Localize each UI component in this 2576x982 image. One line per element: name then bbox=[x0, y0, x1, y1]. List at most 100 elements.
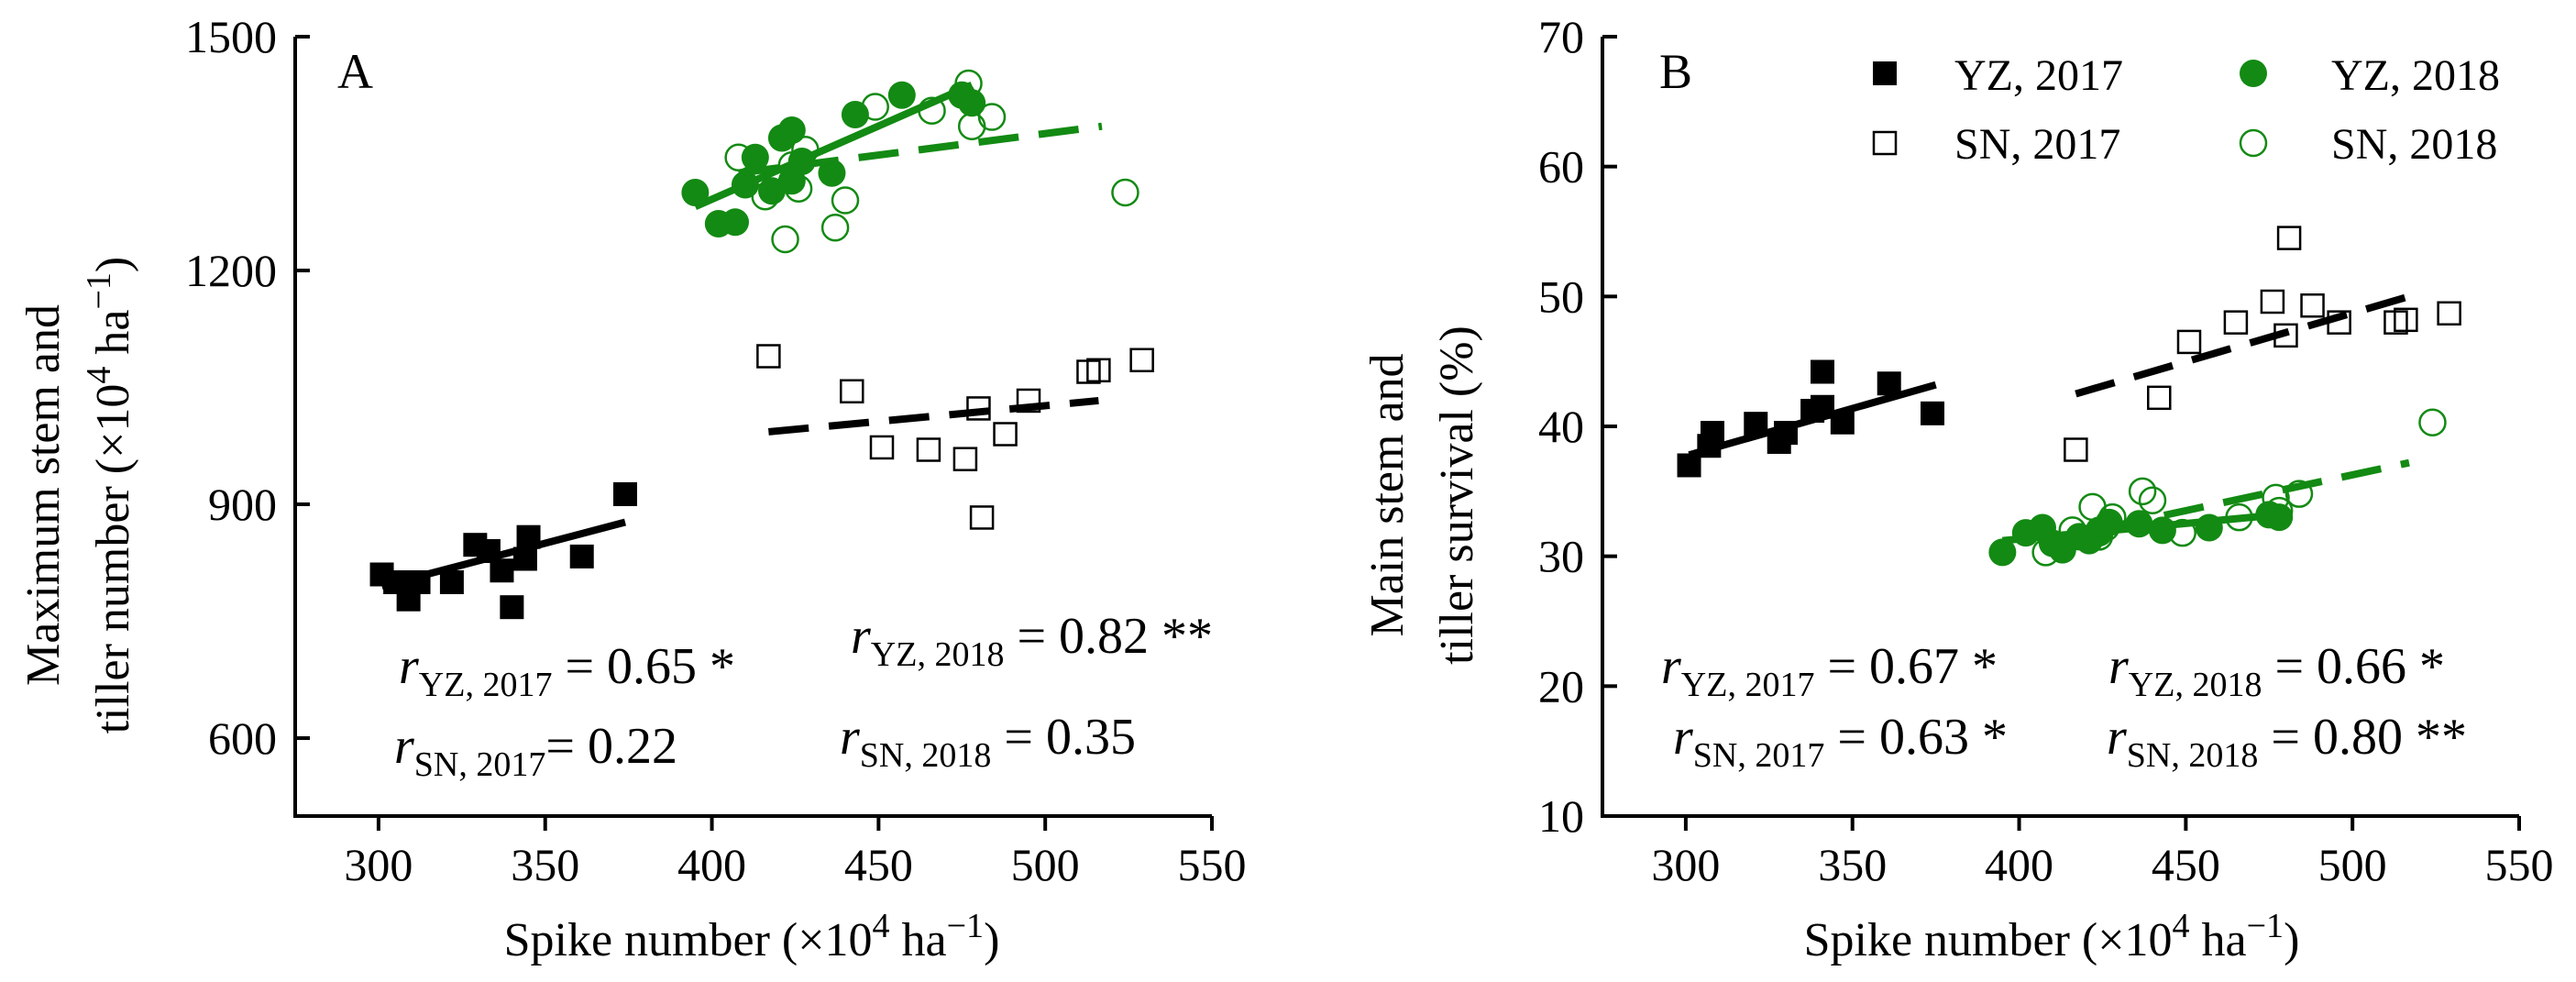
panel-a-label: A bbox=[337, 44, 373, 99]
panel-a-point-sn-2018 bbox=[820, 214, 850, 242]
panel-b-point-sn-2017 bbox=[2147, 385, 2172, 411]
panel-a-point-sn-2018 bbox=[861, 93, 889, 121]
panel-a-stat-sn2017: rSN, 2017= 0.22 bbox=[394, 718, 677, 784]
panel-a-ylabel-line1: Maximum stem and bbox=[17, 304, 70, 686]
panel-b-point-sn-2017 bbox=[2394, 307, 2418, 333]
panel-b-point-yz-2018 bbox=[1988, 538, 2017, 567]
panel-a-stat-yz2017: rYZ, 2017 = 0.65 * bbox=[399, 638, 735, 704]
panel-b-point-sn-2018 bbox=[2098, 502, 2127, 532]
legend-marker-yz-2018 bbox=[2240, 60, 2267, 87]
legend-marker-yz-2017 bbox=[1873, 61, 1897, 85]
panel-b-point-yz-2017 bbox=[1830, 410, 1855, 435]
panel-b-y-tick-label: 40 bbox=[1538, 401, 1584, 452]
panel-b-point-sn-2017 bbox=[2273, 323, 2298, 348]
legend-marker-sn-2017 bbox=[1872, 130, 1898, 156]
panel-b-point-sn-2018 bbox=[2138, 486, 2167, 514]
panel-a-point-sn-2017 bbox=[756, 344, 781, 369]
panel-a-point-sn-2018 bbox=[977, 103, 1007, 131]
panel-b-stat-yz2018: rYZ, 2018 = 0.66 * bbox=[2108, 638, 2445, 704]
panel-a-point-sn-2018 bbox=[1111, 178, 1139, 207]
panel-b-point-sn-2018 bbox=[2418, 408, 2447, 436]
panel-b-point-sn-2017 bbox=[2327, 310, 2351, 335]
panel-b-x-tick-label: 500 bbox=[2318, 839, 2387, 890]
panel-b-ylabel-line1: Main stem and bbox=[1361, 353, 1414, 636]
legend-label-yz-2018: YZ, 2018 bbox=[2331, 51, 2500, 100]
panel-b-point-yz-2017 bbox=[1811, 394, 1834, 419]
panel-a-point-sn-2017 bbox=[1016, 388, 1041, 414]
panel-a-point-yz-2017 bbox=[512, 546, 537, 571]
panel-b-stat-yz2017: rYZ, 2017 = 0.67 * bbox=[1661, 638, 1998, 704]
panel-b: 10 20 30 40 50 60 70 300 350 400 450 500 550 B YZ, 2… bbox=[1361, 11, 2554, 966]
panel-a-point-yz-2018 bbox=[721, 208, 749, 237]
panel-a-point-yz-2018 bbox=[818, 159, 846, 187]
panel-a-y-tick-label: 1500 bbox=[185, 11, 277, 62]
panel-b-y-tick-label: 70 bbox=[1538, 11, 1584, 62]
panel-a-point-sn-2018 bbox=[751, 182, 779, 211]
panel-b-y-tick-label: 60 bbox=[1538, 141, 1584, 193]
panel-b-point-sn-2017 bbox=[2260, 289, 2285, 314]
panel-a-point-sn-2017 bbox=[869, 435, 895, 460]
panel-a-y-tick-label: 900 bbox=[208, 479, 277, 530]
panel-a-x-tick-label: 450 bbox=[844, 839, 913, 890]
panel-b-x-tick-label: 400 bbox=[1985, 839, 2053, 890]
panel-a-y-tick-label: 1200 bbox=[185, 245, 277, 296]
panel-b-y-tick-label: 10 bbox=[1538, 790, 1584, 842]
panel-b-point-yz-2017 bbox=[1677, 453, 1701, 478]
panel-a-point-sn-2018 bbox=[771, 225, 799, 254]
panel-a-point-sn-2018 bbox=[954, 69, 983, 98]
panel-b-point-yz-2017 bbox=[1921, 401, 1944, 425]
panel-b-point-yz-2017 bbox=[1877, 371, 1901, 396]
panel-a-point-sn-2017 bbox=[1129, 348, 1154, 372]
panel-b-point-yz-2017 bbox=[1744, 412, 1768, 436]
panel-a-point-sn-2018 bbox=[784, 174, 813, 203]
panel-b-point-sn-2018 bbox=[2284, 480, 2314, 508]
panel-b-point-sn-2017 bbox=[2223, 310, 2249, 335]
panel-a-plot: 600 900 1200 1500 300 350 400 450 500 550 bbox=[185, 11, 1247, 890]
panel-a-point-sn-2018 bbox=[831, 186, 860, 215]
panel-b-point-sn-2018 bbox=[2085, 523, 2114, 551]
panel-a-point-yz-2017 bbox=[490, 558, 514, 583]
panel-b-point-sn-2017 bbox=[2276, 226, 2302, 250]
panel-a-point-yz-2017 bbox=[516, 524, 541, 549]
panel-b-ylabel-line2: tiller survival (%) bbox=[1431, 325, 1483, 665]
panel-a-point-yz-2017 bbox=[569, 544, 594, 568]
panel-b-x-tick-label: 550 bbox=[2485, 839, 2554, 890]
panel-b-point-sn-2018 bbox=[2058, 516, 2086, 545]
panel-b-point-sn-2017 bbox=[2300, 293, 2325, 318]
panel-a-point-sn-2017 bbox=[969, 505, 995, 530]
panel-a-stat-sn2018: rSN, 2018 = 0.35 bbox=[840, 709, 1136, 775]
panel-a-x-tick-label: 550 bbox=[1178, 839, 1247, 890]
panel-b-point-sn-2018 bbox=[2225, 502, 2253, 532]
panel-a-point-yz-2017 bbox=[613, 481, 637, 506]
panel-b-point-yz-2017 bbox=[1811, 359, 1834, 384]
panel-b-point-sn-2018 bbox=[2168, 518, 2196, 547]
panel-b-y-tick-label: 30 bbox=[1538, 531, 1584, 582]
panel-b-point-sn-2018 bbox=[2128, 477, 2157, 506]
panel-a-point-yz-2018 bbox=[681, 179, 710, 206]
panel-b-point-sn-2018 bbox=[2031, 538, 2060, 567]
panel-b-point-yz-2017 bbox=[1701, 421, 1724, 446]
panel-a-point-sn-2018 bbox=[918, 96, 946, 125]
panel-a-point-sn-2018 bbox=[724, 143, 753, 171]
panel-b-y-tick-label: 50 bbox=[1538, 270, 1584, 322]
panel-b-x-tick-label: 450 bbox=[2152, 839, 2220, 890]
panel-a-point-sn-2017 bbox=[916, 437, 941, 462]
panel-a-y-tick-label: 600 bbox=[208, 712, 277, 764]
panel-a-x-tick-label: 300 bbox=[344, 839, 413, 890]
panel-a-point-yz-2017 bbox=[406, 570, 431, 594]
panel-a-point-yz-2017 bbox=[500, 595, 524, 620]
panel-a-fit-line-sn-2017 bbox=[767, 396, 1099, 436]
panel-a-point-yz-2018 bbox=[777, 116, 806, 144]
panel-b-x-tick-label: 350 bbox=[1818, 839, 1887, 890]
panel-a-fit-line-sn-2018 bbox=[738, 122, 1103, 177]
panel-b-label: B bbox=[1659, 44, 1692, 99]
panel-a-point-sn-2018 bbox=[957, 112, 986, 140]
legend-label-yz-2017: YZ, 2017 bbox=[1954, 51, 2123, 100]
panel-a-point-sn-2017 bbox=[993, 422, 1018, 447]
panel-b-stat-sn2017: rSN, 2017 = 0.63 * bbox=[1673, 709, 2008, 775]
panel-a-x-tick-label: 350 bbox=[511, 839, 579, 890]
panel-b-point-sn-2018 bbox=[2264, 496, 2294, 525]
legend-marker-sn-2018 bbox=[2239, 128, 2268, 158]
panel-a-stat-yz2018: rYZ, 2018 = 0.82 ** bbox=[851, 608, 1213, 674]
